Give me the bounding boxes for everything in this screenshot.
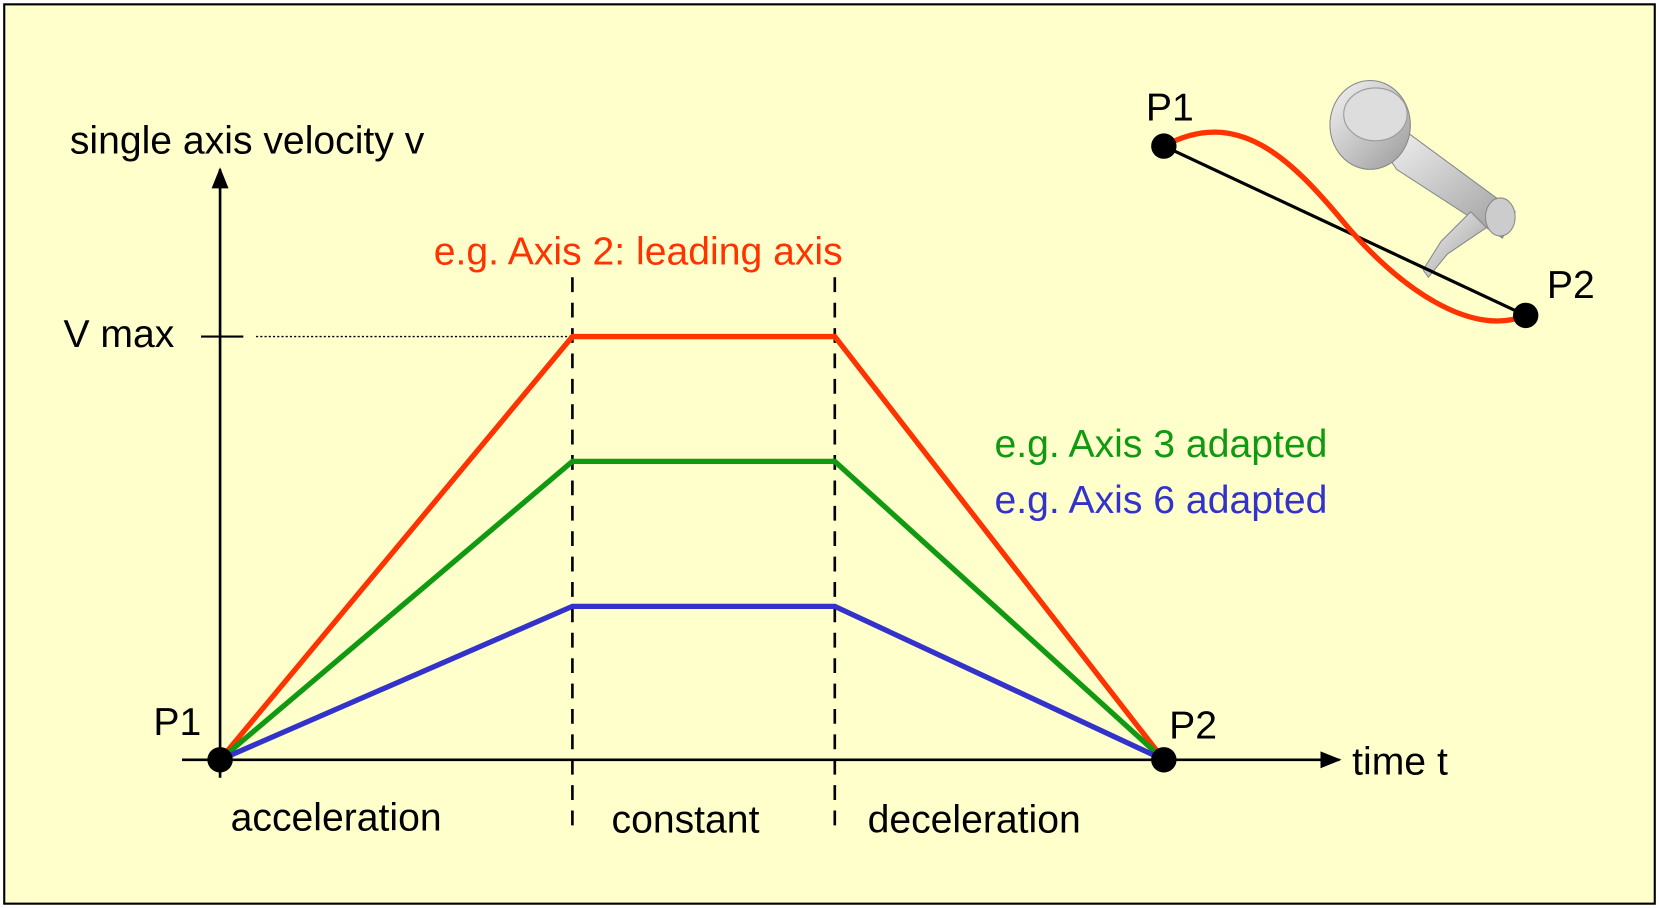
point-label: P2 [1169,704,1217,747]
y-axis-label: single axis velocity v [70,119,425,162]
curve-label: e.g. Axis 3 adapted [995,423,1328,466]
inset-point-label: P2 [1547,264,1595,307]
point-label: P1 [153,701,201,744]
inset-start-point [1151,133,1176,158]
inset-point-label: P1 [1146,86,1194,129]
inset-end-point [1513,303,1538,328]
phase-label: constant [612,799,760,842]
curve-label: e.g. Axis 2: leading axis [434,230,843,273]
end-point [1151,747,1176,772]
start-point [207,747,232,772]
curve-label: e.g. Axis 6 adapted [995,479,1328,522]
x-axis-label: time t [1352,740,1448,783]
phase-label: deceleration [868,799,1081,842]
diagram: single axis velocity v V max time t e.g.… [0,0,1659,908]
vmax-label: V max [63,313,174,356]
phase-label: acceleration [231,796,442,839]
